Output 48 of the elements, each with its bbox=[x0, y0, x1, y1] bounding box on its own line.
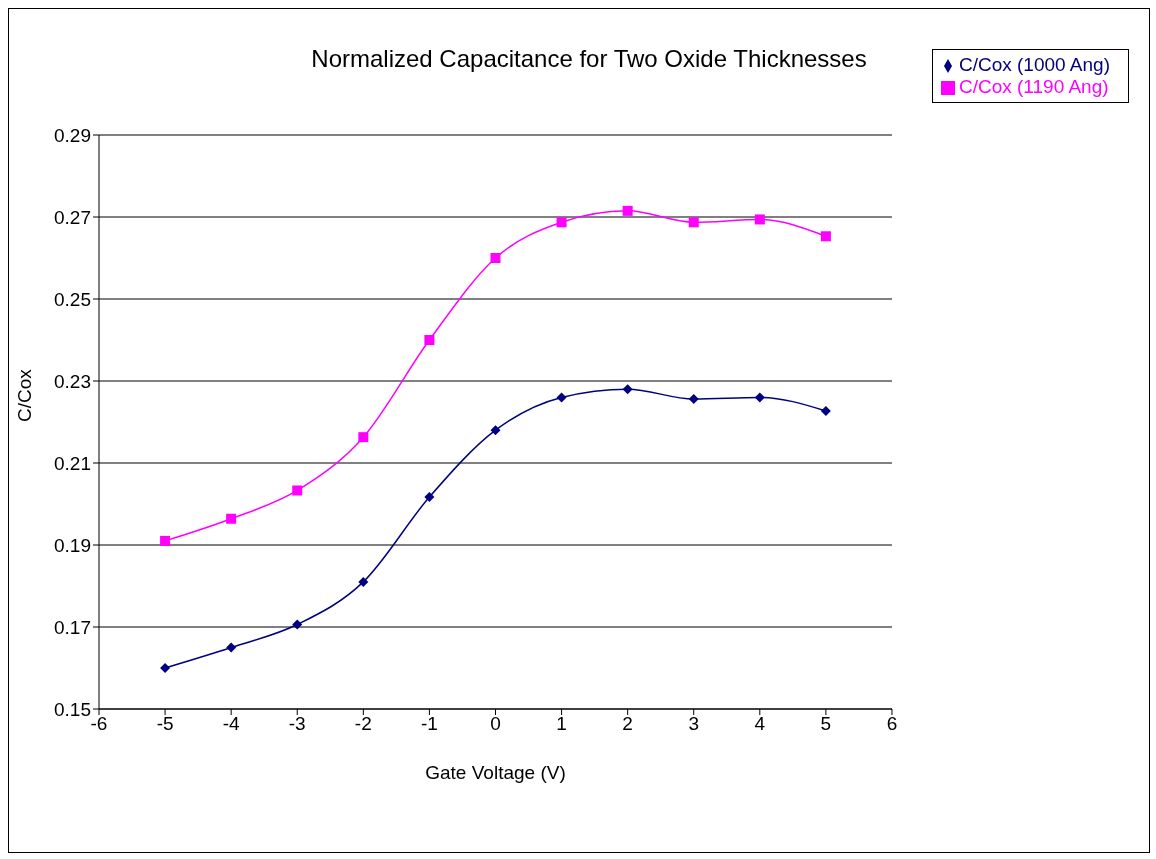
point bbox=[226, 513, 237, 524]
point bbox=[160, 663, 171, 673]
x-tick-label: 5 bbox=[820, 713, 832, 735]
legend-label: C/Cox (1000 Ang) bbox=[958, 54, 1110, 75]
x-tick-label: 6 bbox=[886, 713, 898, 735]
y-tick-label: 0.15 bbox=[54, 698, 91, 720]
y-tick-label: 0.23 bbox=[54, 370, 91, 392]
point bbox=[292, 485, 303, 496]
x-tick-label: 3 bbox=[688, 713, 700, 735]
point bbox=[688, 394, 699, 405]
point bbox=[490, 425, 501, 436]
point bbox=[556, 217, 567, 228]
x-tick-label: 1 bbox=[556, 713, 567, 735]
y-tick-label: 0.27 bbox=[54, 206, 91, 228]
point bbox=[820, 405, 831, 416]
point bbox=[820, 231, 831, 242]
x-tick-label: 4 bbox=[754, 713, 766, 735]
legend-label: C/Cox (1190 Ang) bbox=[958, 76, 1109, 97]
point bbox=[160, 535, 171, 546]
point bbox=[490, 253, 501, 263]
y-tick-label: 0.21 bbox=[54, 452, 91, 474]
point bbox=[226, 642, 237, 653]
x-axis-title: Gate Voltage (V) bbox=[425, 762, 566, 783]
x-tick-label: 0 bbox=[490, 713, 501, 735]
y-tick-label: 0.19 bbox=[54, 534, 91, 556]
point bbox=[754, 392, 765, 403]
chart-title: Normalized Capacitance for Two Oxide Thicknesses bbox=[311, 45, 867, 72]
point bbox=[754, 214, 765, 225]
y-tick-label: 0.17 bbox=[54, 616, 91, 638]
y-tick-label: 0.29 bbox=[54, 124, 91, 146]
x-tick-label: 2 bbox=[622, 713, 633, 735]
x-tick-label: -1 bbox=[420, 713, 438, 735]
point bbox=[556, 392, 567, 403]
point bbox=[292, 619, 303, 630]
x-tick-label: -3 bbox=[288, 713, 306, 735]
point bbox=[358, 576, 369, 587]
x-tick-label: -2 bbox=[354, 713, 372, 735]
x-tick-label: -4 bbox=[222, 713, 241, 735]
point bbox=[622, 384, 633, 395]
point bbox=[424, 492, 435, 503]
x-tick-label: -5 bbox=[156, 713, 174, 735]
point bbox=[358, 432, 369, 443]
point bbox=[424, 335, 435, 345]
y-axis-title: C/Cox bbox=[13, 368, 35, 422]
y-tick-label: 0.25 bbox=[54, 288, 91, 310]
x-tick-label: -6 bbox=[90, 713, 108, 735]
point bbox=[688, 217, 699, 228]
point bbox=[622, 205, 633, 216]
